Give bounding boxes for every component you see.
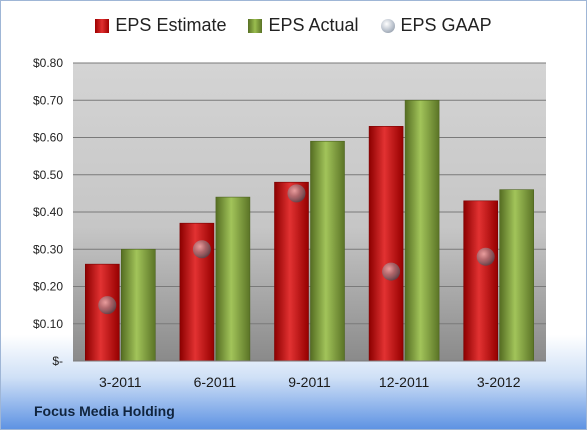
y-tick-label: $0.70 [33,93,63,107]
marker-eps-gaap [476,247,495,266]
legend-swatch-estimate [95,18,110,33]
bar-eps-actual [215,196,251,362]
chart-legend: EPS Estimate EPS Actual EPS GAAP [1,15,586,36]
legend-label-estimate: EPS Estimate [115,15,227,35]
bar-eps-actual [404,99,440,362]
y-tick-label: $0.60 [33,131,63,145]
marker-eps-gaap [382,262,401,281]
y-tick-label: $0.30 [33,242,63,256]
bar-eps-estimate [463,200,499,362]
y-tick-label: $0.80 [33,56,63,70]
x-tick-label: 6-2011 [194,374,237,390]
y-tick-label: $- [52,354,63,368]
marker-eps-gaap [98,296,117,315]
company-name: Focus Media Holding [34,403,175,419]
legend-label-actual: EPS Actual [268,15,359,35]
y-tick-label: $0.20 [33,280,63,294]
x-tick-label: 3-2011 [99,374,142,390]
marker-eps-gaap [287,184,306,203]
legend-item-eps-gaap: EPS GAAP [380,15,492,36]
y-tick-label: $0.50 [33,168,63,182]
x-tick-label: 3-2012 [477,374,521,390]
x-axis-ticks: 3-2011 6-2011 9-2011 12-2011 3-2012 [99,374,521,390]
legend-swatch-gaap [380,18,395,33]
bar-eps-actual [310,140,345,362]
y-tick-label: $0.40 [33,205,63,219]
bars-group [85,99,535,362]
legend-item-eps-actual: EPS Actual [248,15,359,36]
gaap-markers [98,184,495,315]
legend-label-gaap: EPS GAAP [400,15,492,35]
bar-eps-actual [499,189,535,362]
bar-eps-estimate [274,181,309,362]
marker-eps-gaap [192,240,211,259]
y-tick-label: $0.10 [33,317,63,331]
x-tick-label: 9-2011 [288,374,331,390]
legend-item-eps-estimate: EPS Estimate [95,15,226,36]
bar-eps-estimate [368,126,404,362]
legend-swatch-actual [248,18,263,33]
bar-eps-actual [121,248,156,362]
x-tick-label: 12-2011 [379,374,430,390]
y-axis-ticks: $- $0.10 $0.20 $0.30 $0.40 $0.50 $0.60 $0.70 $0.… [33,56,63,368]
